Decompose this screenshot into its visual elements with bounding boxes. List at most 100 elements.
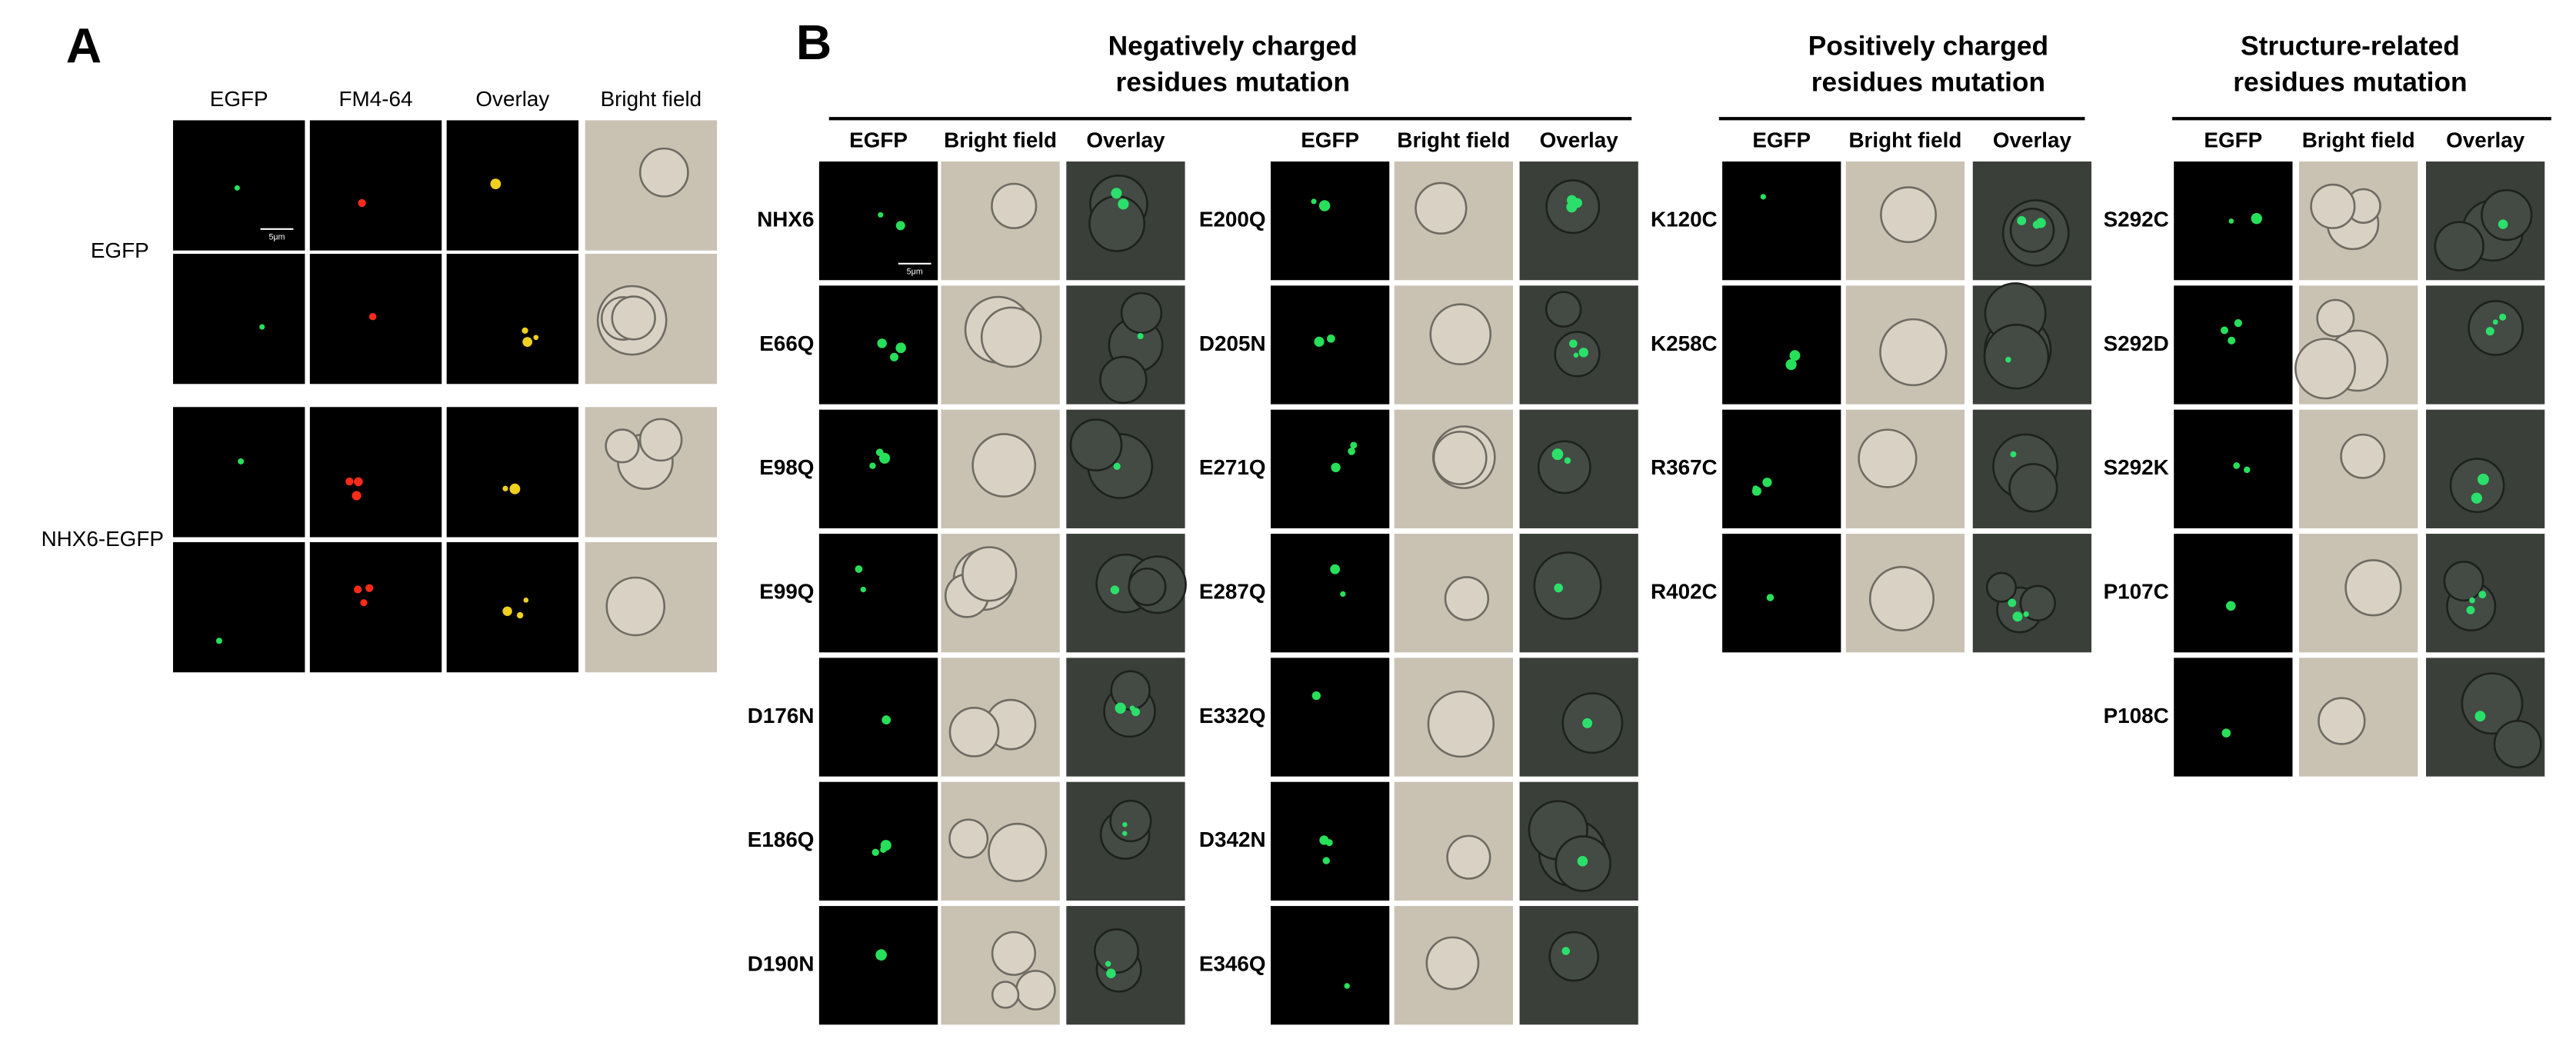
- cell-outline: [971, 433, 1037, 498]
- fluorescent-spot: [2225, 601, 2236, 611]
- micrograph: [2426, 162, 2545, 281]
- micrograph: [1271, 162, 1390, 281]
- micrograph: [1271, 534, 1390, 653]
- row-label: R402C: [1651, 580, 1718, 604]
- micrograph: [1519, 162, 1638, 281]
- fluorescent-spot: [1350, 441, 1358, 449]
- micrograph: [1394, 781, 1513, 901]
- fluorescent-spot: [354, 477, 363, 487]
- group-title: residues mutation: [1811, 68, 2045, 98]
- micrograph: [2174, 658, 2293, 777]
- image-bg: [1271, 906, 1390, 1025]
- micrograph: [941, 534, 1060, 653]
- micrograph: [1271, 409, 1390, 528]
- image-bg: [818, 906, 938, 1025]
- fluorescent-spot: [1340, 591, 1346, 598]
- column-header: Overlay: [2446, 128, 2525, 152]
- cell-outline: [1425, 936, 1480, 991]
- micrograph: [818, 285, 938, 405]
- cell-outline: [1109, 799, 1152, 843]
- cell-outline: [988, 822, 1048, 882]
- image-bg: [818, 658, 938, 777]
- cell-outline: [1088, 195, 1146, 252]
- fluorescent-spot: [1331, 462, 1341, 473]
- fluorescent-spot: [1118, 198, 1129, 210]
- cell-outline: [605, 576, 666, 637]
- cell-outline: [2340, 433, 2386, 479]
- fluorescent-spot: [502, 606, 512, 616]
- cell-outline: [980, 306, 1042, 368]
- fluorescent-spot: [1113, 462, 1121, 471]
- cell-outline: [1432, 431, 1488, 485]
- cell-outline: [611, 295, 656, 341]
- cell-outline: [1545, 291, 1582, 328]
- fluorescent-spot: [1314, 336, 1325, 347]
- fluorescent-spot: [1311, 691, 1321, 701]
- image-bg: [1271, 658, 1390, 777]
- fluorescent-spot: [855, 565, 863, 573]
- cell-outline: [2294, 338, 2356, 400]
- fluorescent-spot: [1762, 478, 1772, 488]
- fluorescent-spot: [358, 198, 366, 208]
- fluorescent-spot: [2471, 492, 2482, 504]
- micrograph: [1519, 534, 1638, 653]
- column-header: EGFP: [2204, 128, 2262, 152]
- image-bg: [309, 253, 442, 385]
- micrograph: [818, 409, 938, 528]
- image-bg: [1271, 162, 1390, 281]
- column-header: Overlay: [1993, 128, 2072, 152]
- column-header: EGFP: [849, 128, 908, 152]
- row-label: K120C: [1651, 207, 1718, 231]
- micrograph: [1394, 534, 1513, 653]
- fluorescent-spot: [360, 599, 368, 607]
- group-title: Negatively charged: [1108, 32, 1358, 62]
- row-label: NHX6-EGFP: [42, 527, 164, 551]
- row-label: P107C: [2104, 580, 2169, 604]
- row-label: D176N: [748, 704, 815, 728]
- cell-outline: [1094, 928, 1139, 974]
- micrograph: [1066, 285, 1185, 405]
- image-bg: [818, 409, 938, 528]
- fluorescent-spot: [365, 584, 374, 592]
- cell-outline: [1099, 355, 1148, 405]
- fluorescent-spot: [877, 338, 887, 348]
- fluorescent-spot: [2220, 326, 2228, 335]
- fluorescent-spot: [2492, 319, 2498, 325]
- fluorescent-spot: [354, 585, 362, 594]
- micrograph: [2174, 534, 2293, 653]
- image-bg: [818, 534, 938, 653]
- fluorescent-spot: [234, 185, 240, 191]
- fluorescent-spot: [215, 638, 222, 644]
- micrograph: [941, 658, 1060, 777]
- fluorescent-spot: [2466, 605, 2475, 614]
- fluorescent-spot: [869, 462, 876, 469]
- image-bg: [309, 120, 442, 251]
- column-header: Overlay: [1540, 128, 1619, 152]
- row-label: E99Q: [759, 580, 814, 604]
- cell-outline: [2468, 300, 2524, 356]
- column-header: Bright field: [2302, 128, 2415, 152]
- fluorescent-spot: [2228, 336, 2236, 345]
- micrograph: [309, 541, 442, 673]
- micrograph: [1271, 906, 1390, 1025]
- image-bg: [2174, 285, 2293, 405]
- cell-outline: [1120, 291, 1163, 335]
- micrograph: [172, 253, 305, 385]
- cell-outline: [961, 546, 1018, 602]
- row-label: E332Q: [1199, 704, 1266, 728]
- micrograph: [172, 407, 305, 538]
- image-bg: [446, 120, 579, 251]
- micrograph: [585, 253, 718, 385]
- group-title: Structure-related: [2241, 32, 2460, 62]
- micrograph: [1972, 162, 2092, 281]
- cell-outline: [2316, 298, 2355, 338]
- cell-outline: [2481, 188, 2533, 241]
- row-label: E186Q: [748, 828, 815, 851]
- fluorescent-spot: [2251, 213, 2262, 225]
- micrograph: [172, 541, 305, 673]
- cell-outline: [1533, 551, 1602, 621]
- image-bg: [446, 253, 579, 385]
- column-header: EGFP: [1752, 128, 1811, 152]
- fluorescent-spot: [1564, 457, 1571, 465]
- fluorescent-spot: [1760, 194, 1766, 200]
